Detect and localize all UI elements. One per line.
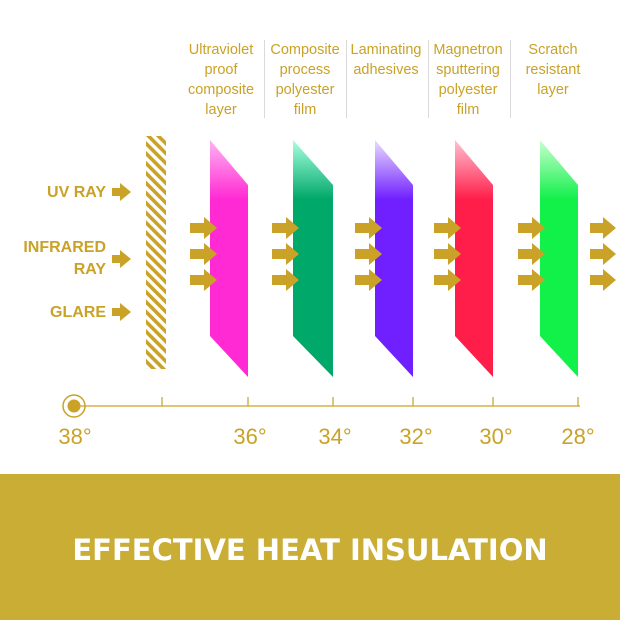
arrow-icon xyxy=(272,217,299,239)
arrow-icon xyxy=(190,243,217,265)
ray-label-infrared: INFRARED RAY xyxy=(10,237,106,281)
label-line: Magnetron xyxy=(433,42,503,58)
arrow-icon xyxy=(434,217,461,239)
temp-label: 36° xyxy=(233,424,267,449)
layer-label-scratch-resistant: Scratch resistant layer xyxy=(514,40,592,100)
ray-label-line: RAY xyxy=(73,261,106,278)
temp-label: 30° xyxy=(479,424,513,449)
arrow-icon xyxy=(272,269,299,291)
label-line: proof xyxy=(204,62,238,78)
temp-label: 38° xyxy=(58,424,92,449)
layer-uv-proof xyxy=(210,140,248,377)
label-line: film xyxy=(293,102,317,118)
arrow-icon xyxy=(518,269,545,291)
label-line: resistant xyxy=(525,62,581,78)
ray-label-line: GLARE xyxy=(50,304,106,321)
layer-label-composite-film: Composite process polyester film xyxy=(266,40,344,120)
arrow-icon xyxy=(434,243,461,265)
label-line: composite xyxy=(187,82,255,98)
layer-label-magnetron: Magnetron sputtering polyester film xyxy=(429,40,507,120)
label-line: polyester xyxy=(275,82,335,98)
label-line: sputtering xyxy=(436,62,500,78)
arrow-icon xyxy=(272,243,299,265)
arrow-icon xyxy=(518,243,545,265)
axis-ticks xyxy=(161,397,579,406)
temp-label: 28° xyxy=(561,424,595,449)
label-line: film xyxy=(456,102,480,118)
glass-barrier xyxy=(146,136,166,369)
arrow-icon xyxy=(518,217,545,239)
ray-label-uv: UV RAY xyxy=(20,182,106,204)
layer-magnetron xyxy=(455,140,493,377)
glare-arrow-icon xyxy=(112,303,131,321)
label-divider xyxy=(264,40,265,118)
banner: EFFECTIVE HEAT INSULATION xyxy=(0,474,620,620)
label-line: process xyxy=(279,62,331,78)
transmission-arrows xyxy=(190,217,616,291)
ray-label-line: UV RAY xyxy=(47,184,106,201)
temp-label: 34° xyxy=(318,424,352,449)
banner-title: EFFECTIVE HEAT INSULATION xyxy=(72,533,548,567)
label-line: Composite xyxy=(270,42,340,58)
infrared-ray-arrow-icon xyxy=(112,250,131,268)
label-line: Laminating xyxy=(350,42,422,58)
uv-ray-arrow-icon xyxy=(112,183,131,201)
arrow-icon xyxy=(355,243,382,265)
arrow-icon xyxy=(355,269,382,291)
ray-label-glare: GLARE xyxy=(20,302,106,324)
label-line: polyester xyxy=(438,82,498,98)
layer-label-laminating: Laminating adhesives xyxy=(347,40,425,80)
layer-composite-film xyxy=(293,140,333,377)
layer-label-uv-proof: Ultraviolet proof composite layer xyxy=(182,40,260,120)
axis-origin-ring xyxy=(62,394,86,418)
layer-scratch-resistant xyxy=(540,140,578,377)
label-divider xyxy=(510,40,511,118)
temp-label: 32° xyxy=(399,424,433,449)
arrow-icon xyxy=(590,217,616,239)
label-divider xyxy=(428,40,429,118)
layer-laminating xyxy=(375,140,413,377)
arrow-icon xyxy=(434,269,461,291)
ray-label-line: INFRARED xyxy=(23,239,106,256)
label-line: adhesives xyxy=(353,62,419,78)
label-line: Ultraviolet xyxy=(188,42,254,58)
label-line: layer xyxy=(537,82,569,98)
label-divider xyxy=(346,40,347,118)
arrow-icon xyxy=(190,217,217,239)
arrow-icon xyxy=(590,269,616,291)
label-line: Scratch xyxy=(528,42,578,58)
arrow-icon xyxy=(590,243,616,265)
arrow-icon xyxy=(355,217,382,239)
axis-origin-dot xyxy=(67,399,81,413)
label-line: layer xyxy=(205,102,237,118)
arrow-icon xyxy=(190,269,217,291)
